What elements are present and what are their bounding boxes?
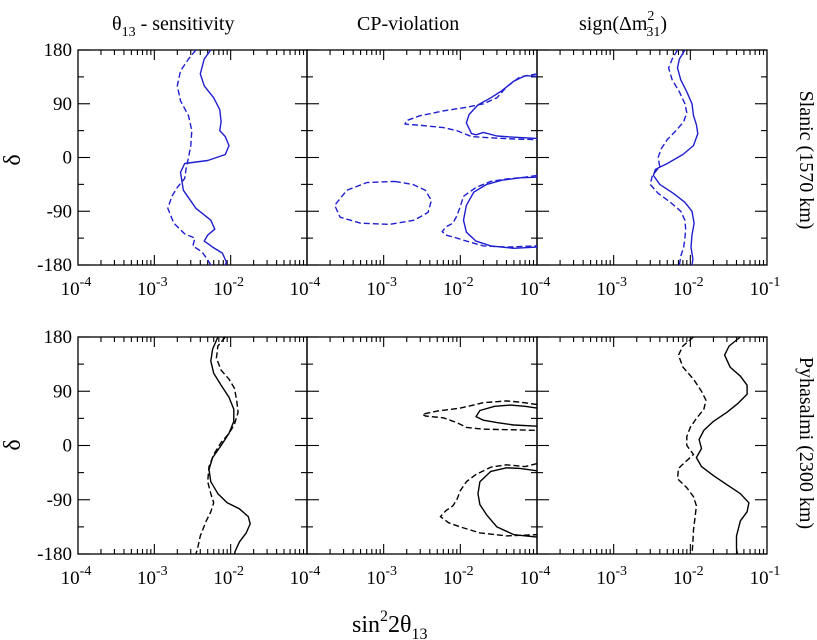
curve-dashed-r1-c1-3	[439, 462, 538, 537]
row-label-slanic: Slanic (1570 km)	[795, 91, 817, 230]
y-axis-label-top: δ	[0, 154, 26, 165]
curve-solid-r0-c2-0	[652, 49, 699, 266]
y-tick-label: 180	[44, 40, 73, 61]
curve-dashed-r0-c2-1	[649, 49, 688, 266]
curve-solid-r1-c1-1	[477, 467, 538, 538]
curve-dashed-r0-c1-4	[334, 180, 433, 226]
curve-solid-r1-c1-0	[475, 404, 538, 427]
panel-frame-r0-c0	[77, 49, 308, 266]
x-tick-label: 10-1	[750, 275, 781, 300]
x-tick-label: 10-4	[61, 564, 92, 589]
column-title-cp-violation: CP-violation	[357, 13, 459, 35]
y-axis-label-bottom: δ	[0, 439, 26, 450]
y-tick-label: 0	[63, 148, 73, 169]
x-tick-label: 10-3	[137, 564, 168, 589]
x-tick-label: 10-4	[290, 564, 321, 589]
x-tick-label: 10-2	[213, 564, 244, 589]
panel-frame-r0-c1	[306, 49, 538, 266]
curve-solid-r1-c0-0	[208, 336, 251, 555]
x-tick-label: 10-2	[443, 275, 474, 300]
panel-frame-r1-c1	[306, 336, 538, 555]
panel-frame-r1-c0	[77, 336, 308, 555]
x-tick-label: 10-4	[520, 275, 551, 300]
curve-dashed-r0-c0-1	[167, 49, 212, 266]
x-tick-label: 10-2	[443, 564, 474, 589]
y-tick-label: 0	[63, 436, 73, 457]
x-tick-label: 10-2	[673, 275, 704, 300]
y-tick-label: -180	[37, 544, 72, 565]
column-title-sign-dm31: sign(Δm2 31)	[579, 9, 667, 40]
x-tick-label: 10-4	[61, 275, 92, 300]
curve-dashed-r1-c2-1	[676, 336, 707, 555]
x-tick-label: 10-3	[366, 275, 397, 300]
x-axis-label: sin22θ13	[352, 608, 428, 640]
y-tick-label: -180	[37, 255, 72, 276]
y-tick-label: 180	[44, 327, 73, 348]
curve-dashed-r1-c0-1	[195, 336, 239, 555]
y-tick-label: -90	[47, 201, 72, 222]
y-tick-label: 90	[53, 94, 72, 115]
x-tick-label: 10-3	[366, 564, 397, 589]
x-tick-label: 10-3	[137, 275, 168, 300]
curve-solid-r0-c1-0	[465, 75, 538, 140]
x-tick-label: 10-2	[213, 275, 244, 300]
curve-solid-r1-c2-0	[695, 336, 750, 555]
x-tick-label: 10-4	[290, 275, 321, 300]
x-tick-label: 10-3	[596, 275, 627, 300]
y-tick-label: -90	[47, 490, 72, 511]
curve-dashed-r0-c1-3	[441, 174, 538, 248]
x-tick-label: 10-2	[673, 564, 704, 589]
curve-dashed-r0-c1-2	[404, 73, 538, 141]
panel-frame-r0-c2	[536, 49, 768, 266]
x-tick-label: 10-3	[596, 564, 627, 589]
curve-dashed-r1-c1-2	[421, 400, 538, 432]
x-tick-label: 10-4	[520, 564, 551, 589]
row-label-pyhasalmi: Pyhasalmi (2300 km)	[795, 357, 817, 529]
column-title-theta13: θ13 - sensitivity	[112, 13, 234, 40]
curve-solid-r0-c0-0	[179, 49, 230, 266]
y-tick-label: 90	[53, 381, 72, 402]
x-tick-label: 10-1	[750, 564, 781, 589]
